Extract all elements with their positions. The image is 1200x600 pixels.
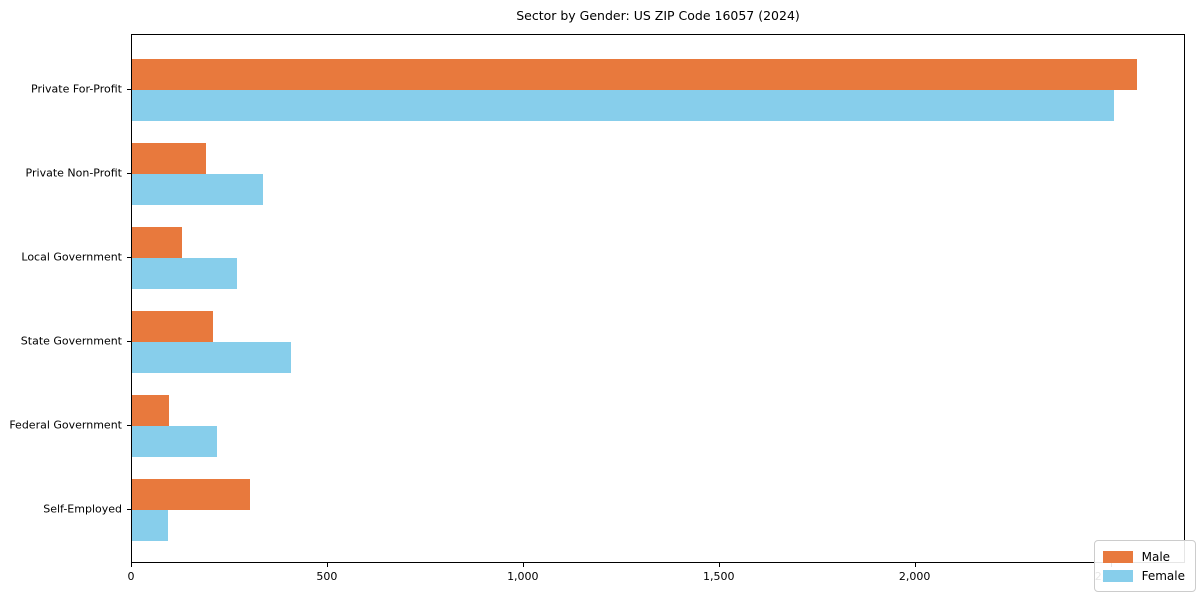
y-tick-mark (127, 173, 131, 174)
x-axis-tick-label-500: 500 (316, 570, 338, 583)
y-tick-mark (127, 425, 131, 426)
x-tick-mark (718, 563, 720, 567)
y-tick-mark (127, 341, 131, 342)
plot-area (131, 34, 1185, 563)
bar-female-3 (132, 258, 237, 289)
x-axis-tick-label-0: 0 (127, 570, 135, 583)
y-tick-mark (127, 509, 131, 510)
bar-female-5 (132, 426, 218, 457)
bar-female-1 (132, 90, 1114, 121)
bar-male-5 (132, 395, 170, 426)
chart-title: Sector by Gender: US ZIP Code 16057 (202… (516, 8, 800, 23)
legend-label-female: Female (1141, 568, 1185, 583)
legend-label-male: Male (1141, 549, 1171, 564)
x-tick-mark (914, 563, 916, 567)
legend: Male Female (1093, 540, 1196, 592)
y-axis-label-3: Local Government (21, 250, 122, 264)
legend-entry-male: Male (1102, 547, 1185, 566)
y-axis-label-1: Private For-Profit (31, 82, 122, 96)
y-tick-mark (127, 257, 131, 258)
bar-male-6 (132, 479, 250, 510)
y-axis-label-6: Self-Employed (43, 502, 122, 516)
y-tick-mark (127, 89, 131, 90)
bar-male-2 (132, 143, 207, 174)
x-tick-mark (522, 563, 524, 567)
legend-swatch-female (1102, 569, 1133, 582)
x-axis-tick-label-1,000: 1,000 (507, 570, 539, 583)
legend-swatch-male (1102, 550, 1133, 563)
x-axis-tick-label-1,500: 1,500 (702, 570, 735, 583)
y-axis-label-2: Private Non-Profit (25, 166, 122, 180)
bar-male-1 (132, 59, 1137, 90)
y-axis-label-5: Federal Government (9, 418, 122, 432)
x-tick-mark (131, 563, 132, 567)
bar-male-4 (132, 311, 213, 342)
y-axis-label-4: State Government (20, 334, 122, 348)
bar-male-3 (132, 227, 182, 258)
legend-entry-female: Female (1102, 566, 1185, 585)
x-axis-tick-label-2,000: 2,000 (898, 570, 931, 583)
bar-female-4 (132, 342, 291, 373)
bar-female-2 (132, 174, 264, 205)
x-tick-mark (326, 563, 328, 567)
bar-female-6 (132, 510, 169, 541)
